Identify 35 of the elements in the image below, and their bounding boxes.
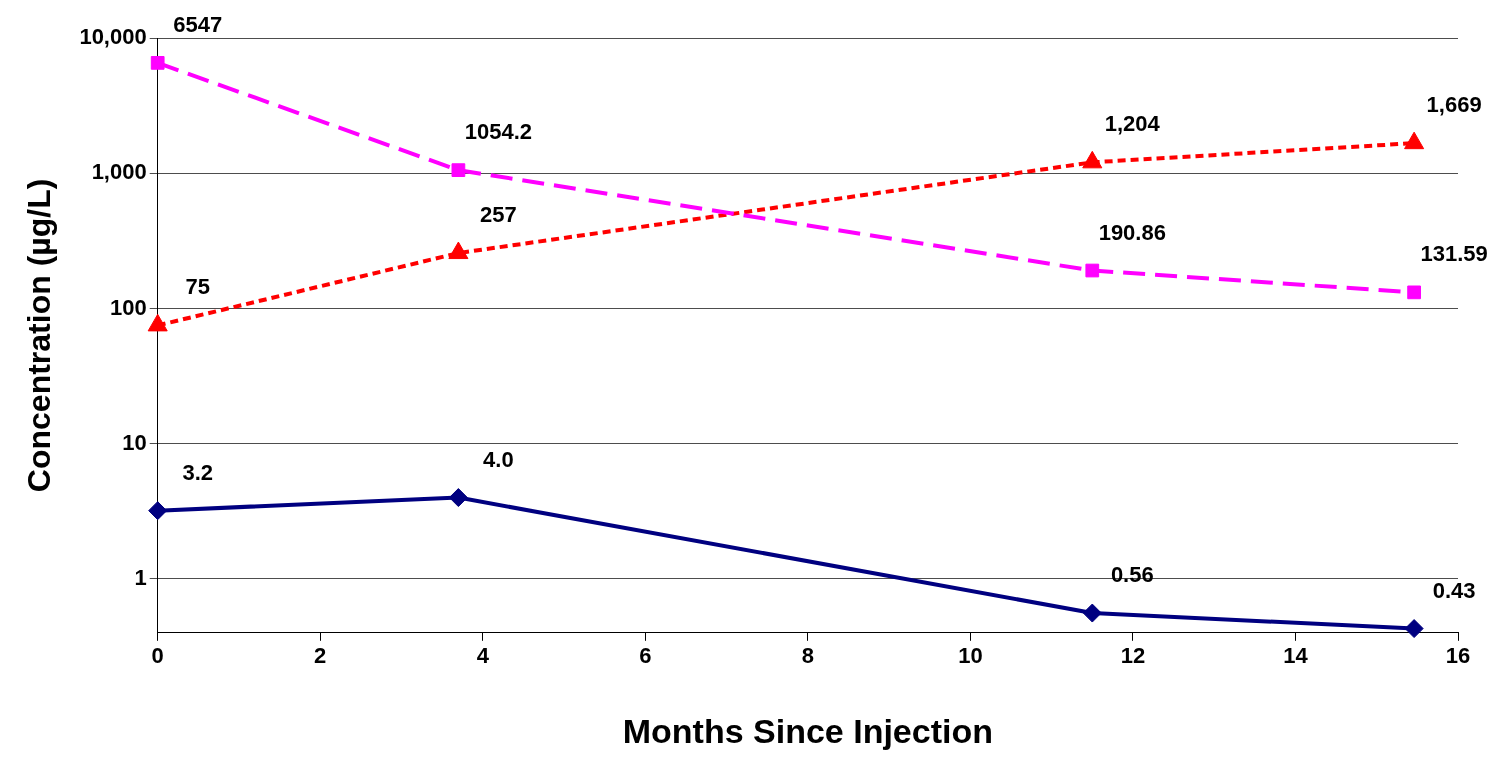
y-tick-label: 1,000 [91,159,147,185]
data-label: 257 [480,202,517,228]
point [1407,285,1421,300]
point [150,56,165,70]
x-tick-label: 8 [801,643,814,669]
data-label: 190.86 [1098,219,1166,245]
data-label: 1,204 [1104,111,1161,137]
x-tick-label: 14 [1283,643,1309,669]
data-label: 131.59 [1420,241,1488,267]
point [448,488,468,508]
x-tick-label: 16 [1445,643,1471,669]
data-label: 1054.2 [464,119,533,145]
y-axis-title: Concentration (µg/L) [21,178,58,493]
data-label: 0.43 [1432,577,1476,603]
data-label: 4.0 [483,446,514,472]
point [1404,619,1424,639]
x-tick-label: 4 [476,643,490,669]
y-tick-label: 10 [122,429,147,455]
y-tick-label: 1 [134,565,147,591]
x-tick-label: 0 [151,643,164,669]
y-tick-label: 10,000 [79,24,147,50]
x-tick-label: 10 [958,643,983,669]
y-tick-label: 100 [109,294,147,320]
data-label: 1,669 [1426,92,1482,118]
point [1082,603,1102,623]
data-label: 3.2 [182,459,213,485]
point [451,163,466,178]
data-label: 75 [185,274,210,300]
x-axis-title: Months Since Injection [622,711,993,750]
point [148,501,168,521]
x-tick-label: 6 [639,643,652,669]
x-tick-label: 12 [1120,643,1146,669]
data-label: 6547 [173,11,223,37]
point [1085,263,1100,278]
x-tick-label: 2 [314,643,327,669]
